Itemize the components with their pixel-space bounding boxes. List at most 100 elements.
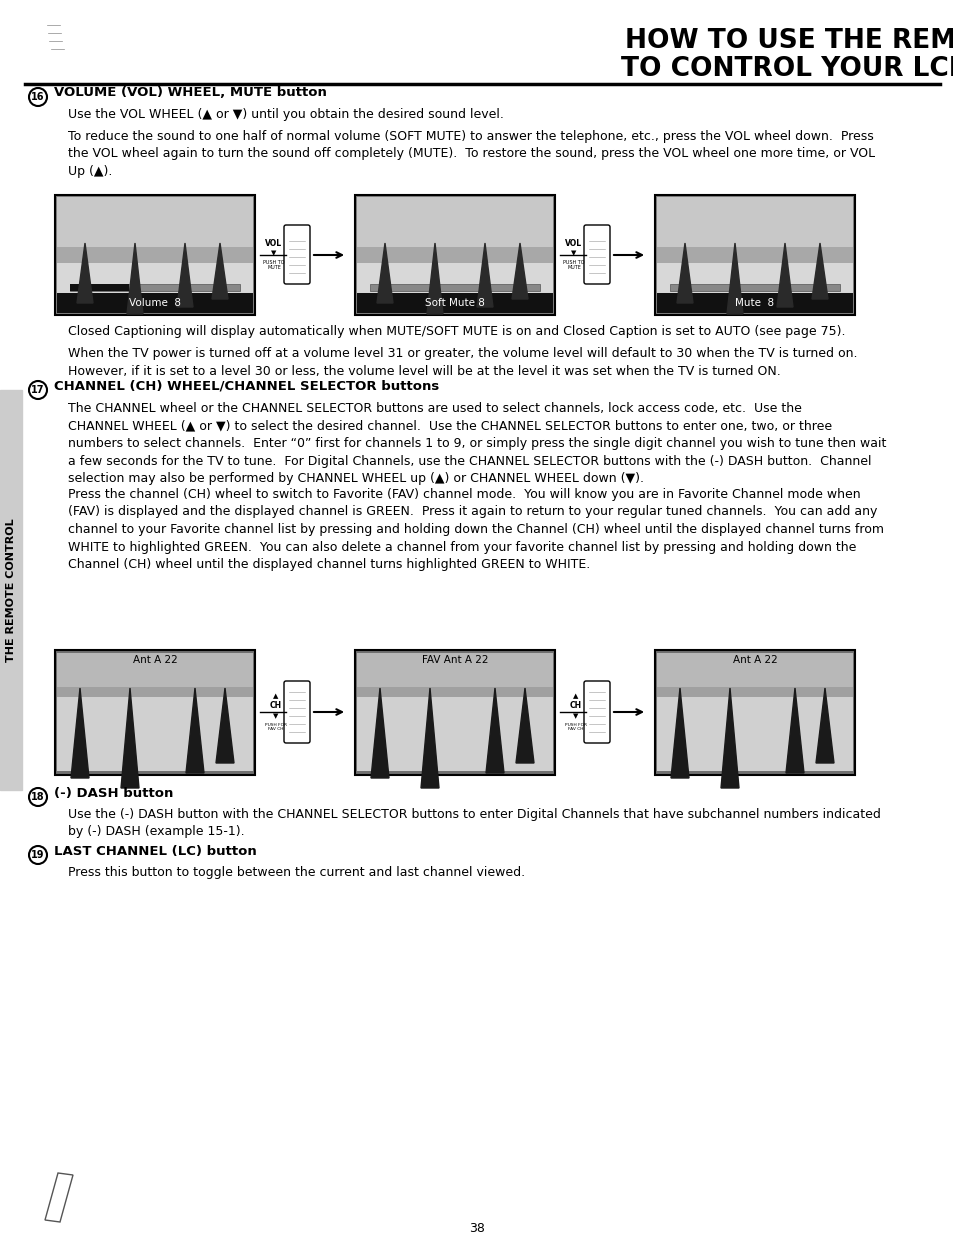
Polygon shape	[427, 243, 442, 314]
Bar	[655, 650, 854, 776]
Bar	[356, 687, 553, 697]
Bar	[657, 692, 852, 771]
Bar	[355, 650, 555, 776]
Bar	[370, 284, 539, 291]
Text: Soft Mute 8: Soft Mute 8	[425, 298, 484, 308]
Bar	[356, 293, 553, 312]
Text: FAV Ant A 22: FAV Ant A 22	[421, 655, 488, 664]
Text: (-) DASH button: (-) DASH button	[54, 787, 173, 799]
Polygon shape	[516, 688, 534, 763]
Bar	[57, 687, 253, 697]
Bar	[55, 195, 254, 315]
Polygon shape	[485, 688, 503, 773]
Polygon shape	[177, 243, 193, 308]
Polygon shape	[186, 688, 204, 773]
Bar	[669, 284, 840, 291]
Bar	[57, 198, 253, 254]
Text: CH: CH	[569, 701, 581, 710]
FancyBboxPatch shape	[284, 680, 310, 743]
Bar	[70, 284, 240, 291]
Polygon shape	[677, 243, 692, 303]
Bar	[356, 653, 553, 692]
Polygon shape	[811, 243, 827, 299]
Text: PUSH TO
MUTE: PUSH TO MUTE	[263, 259, 284, 270]
Text: The CHANNEL wheel or the CHANNEL SELECTOR buttons are used to select channels, l: The CHANNEL wheel or the CHANNEL SELECTO…	[68, 403, 885, 485]
FancyBboxPatch shape	[583, 225, 609, 284]
Text: 18: 18	[31, 792, 45, 802]
Text: ▲: ▲	[273, 693, 278, 699]
Bar	[356, 247, 553, 263]
Text: LAST CHANNEL (LC) button: LAST CHANNEL (LC) button	[54, 845, 256, 857]
Text: Press this button to toggle between the current and last channel viewed.: Press this button to toggle between the …	[68, 866, 524, 879]
Polygon shape	[670, 688, 688, 778]
Text: Use the VOL WHEEL (▲ or ▼) until you obtain the desired sound level.: Use the VOL WHEEL (▲ or ▼) until you obt…	[68, 107, 503, 121]
Polygon shape	[77, 243, 92, 303]
Bar	[57, 247, 253, 263]
Polygon shape	[127, 243, 143, 314]
Polygon shape	[45, 1173, 73, 1221]
Text: ▲: ▲	[573, 693, 578, 699]
Text: 38: 38	[469, 1221, 484, 1235]
Text: Use the (-) DASH button with the CHANNEL SELECTOR buttons to enter Digital Chann: Use the (-) DASH button with the CHANNEL…	[68, 808, 880, 839]
Polygon shape	[71, 688, 89, 778]
Bar	[356, 198, 553, 254]
Text: To reduce the sound to one half of normal volume (SOFT MUTE) to answer the telep: To reduce the sound to one half of norma…	[68, 130, 874, 178]
Bar	[55, 650, 254, 776]
Text: 17: 17	[31, 385, 45, 395]
Text: Closed Captioning will display automatically when MUTE/SOFT MUTE is on and Close: Closed Captioning will display automatic…	[68, 325, 844, 338]
Bar	[356, 254, 553, 293]
Bar	[0, 390, 22, 790]
Text: Ant A 22: Ant A 22	[132, 655, 177, 664]
Text: PUSH TO
MUTE: PUSH TO MUTE	[562, 259, 584, 270]
Bar	[57, 254, 253, 293]
Polygon shape	[512, 243, 527, 299]
Polygon shape	[212, 243, 228, 299]
Text: CHANNEL (CH) WHEEL/CHANNEL SELECTOR buttons: CHANNEL (CH) WHEEL/CHANNEL SELECTOR butt…	[54, 379, 438, 393]
Bar	[57, 692, 253, 771]
Text: When the TV power is turned off at a volume level 31 or greater, the volume leve: When the TV power is turned off at a vol…	[68, 347, 857, 378]
Text: ▼: ▼	[271, 249, 276, 256]
Bar	[657, 247, 852, 263]
Polygon shape	[776, 243, 792, 308]
Polygon shape	[420, 688, 438, 788]
Text: Ant A 22: Ant A 22	[732, 655, 777, 664]
Text: VOL: VOL	[565, 238, 582, 247]
Text: ▼: ▼	[573, 713, 578, 719]
Text: Volume  8: Volume 8	[129, 298, 181, 308]
Text: PUSH FOR
FAV CH: PUSH FOR FAV CH	[564, 722, 586, 731]
Polygon shape	[476, 243, 493, 308]
Polygon shape	[215, 688, 233, 763]
Bar	[657, 293, 852, 312]
Bar	[657, 254, 852, 293]
Bar	[657, 653, 852, 692]
Text: Press the channel (CH) wheel to switch to Favorite (FAV) channel mode.  You will: Press the channel (CH) wheel to switch t…	[68, 488, 883, 571]
Text: 16: 16	[31, 91, 45, 103]
Polygon shape	[785, 688, 803, 773]
Polygon shape	[371, 688, 389, 778]
Polygon shape	[376, 243, 393, 303]
Text: VOL: VOL	[265, 238, 282, 247]
Polygon shape	[720, 688, 739, 788]
Bar	[655, 195, 854, 315]
Text: Mute  8: Mute 8	[735, 298, 774, 308]
Text: THE REMOTE CONTROL: THE REMOTE CONTROL	[6, 519, 16, 662]
Bar	[657, 198, 852, 254]
Text: ▼: ▼	[273, 713, 278, 719]
Text: CH: CH	[270, 701, 282, 710]
Bar	[657, 687, 852, 697]
Bar	[57, 653, 253, 692]
Bar	[70, 284, 129, 291]
Bar	[57, 293, 253, 312]
Text: ▼: ▼	[571, 249, 576, 256]
FancyBboxPatch shape	[583, 680, 609, 743]
Text: 19: 19	[31, 850, 45, 860]
FancyBboxPatch shape	[284, 225, 310, 284]
Polygon shape	[815, 688, 833, 763]
Polygon shape	[121, 688, 139, 788]
Text: VOLUME (VOL) WHEEL, MUTE button: VOLUME (VOL) WHEEL, MUTE button	[54, 86, 327, 100]
Text: PUSH FOR
FAV CH: PUSH FOR FAV CH	[265, 722, 287, 731]
Bar	[356, 692, 553, 771]
Bar	[355, 195, 555, 315]
Text: TO CONTROL YOUR LCD TV: TO CONTROL YOUR LCD TV	[620, 56, 953, 82]
Polygon shape	[726, 243, 742, 314]
